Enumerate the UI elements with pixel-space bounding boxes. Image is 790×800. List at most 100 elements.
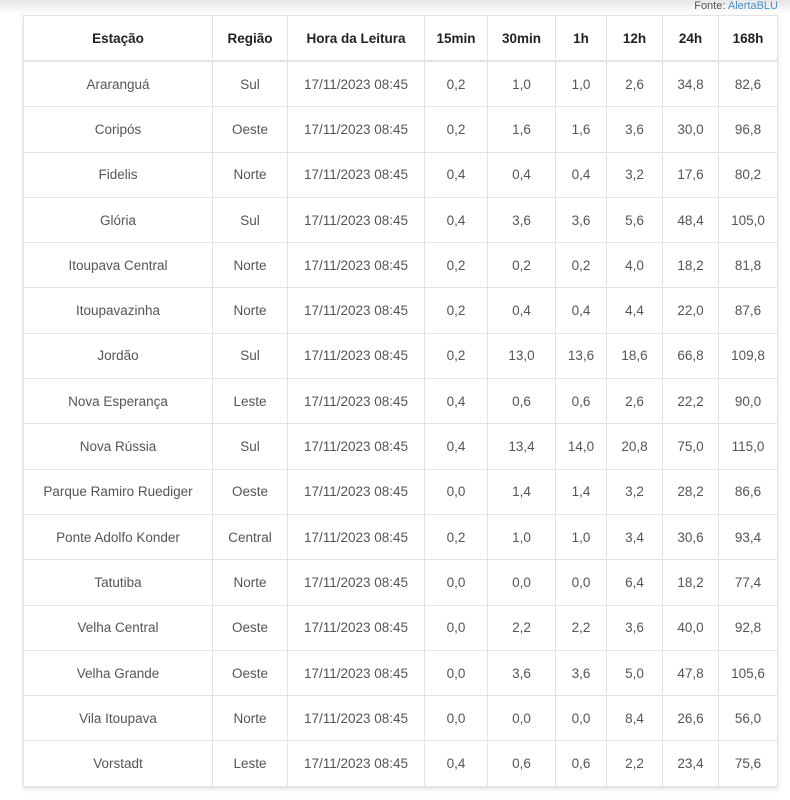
cell-15min: 0,4 <box>424 740 488 787</box>
cell-24h: 17,6 <box>662 151 719 198</box>
table-row: Velha Central Oeste 17/11/2023 08:45 0,0 2,2… <box>23 604 778 651</box>
cell-1h: 1,6 <box>555 106 607 153</box>
cell-24h: 34,8 <box>662 60 719 108</box>
column-header-region: Região <box>212 15 288 62</box>
cell-reading-time: 17/11/2023 08:45 <box>287 513 425 561</box>
column-header-30min: 30min <box>487 15 556 62</box>
table-row: Tatutiba Norte 17/11/2023 08:45 0,0 0,0 0,0 6,… <box>23 559 778 606</box>
cell-24h: 18,2 <box>662 242 719 289</box>
table-row: Parque Ramiro Ruediger Oeste 17/11/2023 08… <box>23 468 778 515</box>
column-header-24h: 24h <box>662 15 719 62</box>
cell-24h: 22,2 <box>662 378 719 425</box>
cell-region: Sul <box>212 423 288 470</box>
cell-30min: 3,6 <box>487 196 556 244</box>
cell-15min: 0,0 <box>424 468 488 515</box>
cell-30min: 13,0 <box>487 332 556 380</box>
cell-station: Vorstadt <box>23 740 213 787</box>
cell-168h: 105,6 <box>718 649 778 697</box>
cell-station: Itoupava Central <box>23 242 213 289</box>
cell-station: Itoupavazinha <box>23 287 213 334</box>
cell-24h: 30,6 <box>662 513 719 561</box>
cell-12h: 18,6 <box>606 332 663 380</box>
cell-12h: 6,4 <box>606 559 663 606</box>
cell-168h: 90,0 <box>718 378 778 425</box>
cell-15min: 0,2 <box>424 242 488 289</box>
cell-region: Oeste <box>212 649 288 697</box>
cell-168h: 77,4 <box>718 559 778 606</box>
cell-12h: 3,6 <box>606 106 663 153</box>
cell-24h: 48,4 <box>662 196 719 244</box>
source-link[interactable]: AlertaBLU <box>727 0 778 12</box>
cell-168h: 80,2 <box>718 151 778 198</box>
cell-1h: 0,2 <box>555 242 607 289</box>
table-row: Nova Rússia Sul 17/11/2023 08:45 0,4 13,4 14,… <box>23 423 778 470</box>
cell-30min: 3,6 <box>487 649 556 697</box>
cell-168h: 93,4 <box>718 513 778 561</box>
cell-15min: 0,0 <box>424 695 488 742</box>
cell-24h: 18,2 <box>662 559 719 606</box>
cell-168h: 75,6 <box>718 740 778 787</box>
cell-15min: 0,2 <box>424 287 488 334</box>
cell-12h: 8,4 <box>606 695 663 742</box>
cell-region: Oeste <box>212 604 288 651</box>
cell-station: Velha Central <box>23 604 213 651</box>
top-shadow <box>0 0 790 14</box>
cell-region: Sul <box>212 332 288 380</box>
cell-station: Velha Grande <box>23 649 213 697</box>
cell-station: Nova Esperança <box>23 378 213 425</box>
cell-station: Coripós <box>23 106 213 153</box>
cell-15min: 0,2 <box>424 60 488 108</box>
cell-24h: 66,8 <box>662 332 719 380</box>
cell-15min: 0,0 <box>424 559 488 606</box>
cell-1h: 0,4 <box>555 287 607 334</box>
table-row: Ponte Adolfo Konder Central 17/11/2023 08:… <box>23 513 778 561</box>
column-header-15min: 15min <box>424 15 488 62</box>
cell-15min: 0,0 <box>424 604 488 651</box>
cell-12h: 5,6 <box>606 196 663 244</box>
cell-station: Fidelis <box>23 151 213 198</box>
cell-region: Leste <box>212 378 288 425</box>
cell-12h: 3,2 <box>606 468 663 515</box>
cell-15min: 0,4 <box>424 423 488 470</box>
cell-reading-time: 17/11/2023 08:45 <box>287 604 425 651</box>
cell-station: Vila Itoupava <box>23 695 213 742</box>
table-row: Nova Esperança Leste 17/11/2023 08:45 0,4 0,… <box>23 378 778 425</box>
rainfall-table: Estação Região Hora da Leitura 15min 30min 1h… <box>23 15 778 787</box>
cell-reading-time: 17/11/2023 08:45 <box>287 242 425 289</box>
cell-12h: 4,0 <box>606 242 663 289</box>
column-header-reading-time: Hora da Leitura <box>287 15 425 62</box>
cell-168h: 82,6 <box>718 60 778 108</box>
cell-region: Sul <box>212 196 288 244</box>
cell-30min: 1,0 <box>487 513 556 561</box>
cell-30min: 1,6 <box>487 106 556 153</box>
cell-1h: 14,0 <box>555 423 607 470</box>
cell-1h: 1,4 <box>555 468 607 515</box>
cell-reading-time: 17/11/2023 08:45 <box>287 60 425 108</box>
cell-12h: 3,6 <box>606 604 663 651</box>
cell-168h: 105,0 <box>718 196 778 244</box>
cell-1h: 3,6 <box>555 196 607 244</box>
cell-168h: 115,0 <box>718 423 778 470</box>
cell-30min: 0,6 <box>487 378 556 425</box>
cell-168h: 92,8 <box>718 604 778 651</box>
cell-15min: 0,4 <box>424 196 488 244</box>
cell-station: Jordão <box>23 332 213 380</box>
cell-station: Ponte Adolfo Konder <box>23 513 213 561</box>
cell-1h: 0,6 <box>555 740 607 787</box>
cell-12h: 2,6 <box>606 60 663 108</box>
cell-station: Tatutiba <box>23 559 213 606</box>
cell-24h: 23,4 <box>662 740 719 787</box>
cell-region: Norte <box>212 287 288 334</box>
cell-24h: 75,0 <box>662 423 719 470</box>
cell-region: Norte <box>212 242 288 289</box>
cell-region: Central <box>212 513 288 561</box>
cell-168h: 56,0 <box>718 695 778 742</box>
cell-reading-time: 17/11/2023 08:45 <box>287 151 425 198</box>
table-row: Vorstadt Leste 17/11/2023 08:45 0,4 0,6 0,6 2,… <box>23 740 778 787</box>
table-row: Itoupavazinha Norte 17/11/2023 08:45 0,2 0,4… <box>23 287 778 334</box>
cell-1h: 0,0 <box>555 695 607 742</box>
cell-24h: 40,0 <box>662 604 719 651</box>
cell-30min: 0,0 <box>487 559 556 606</box>
cell-reading-time: 17/11/2023 08:45 <box>287 559 425 606</box>
source-credit: Fonte: AlertaBLU <box>694 0 778 12</box>
